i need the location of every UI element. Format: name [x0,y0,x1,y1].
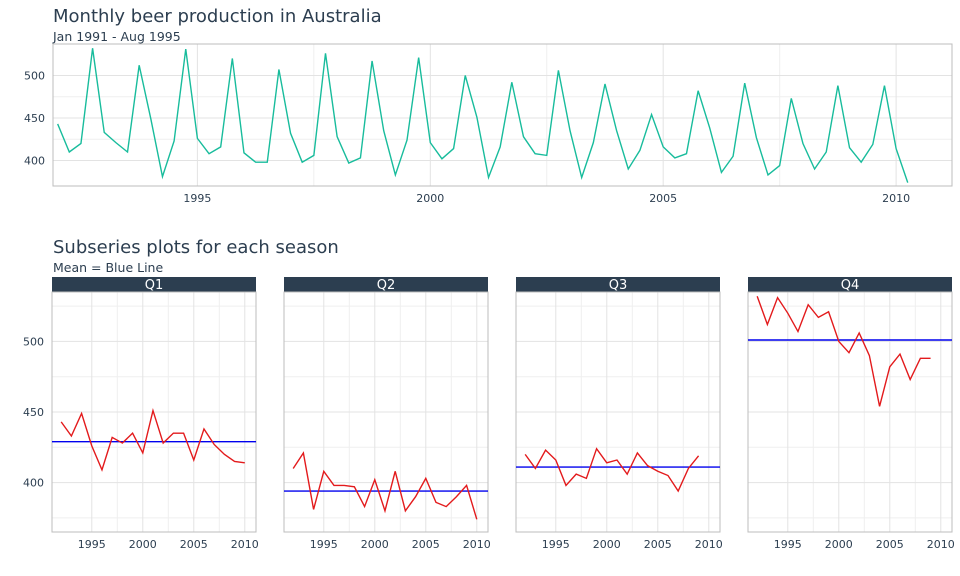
x-tick-label: 2010 [927,538,955,551]
facet-strip-label: Q1 [145,278,164,293]
x-tick-label: 2005 [876,538,904,551]
subseries-line [60,407,245,472]
x-tick-label: 2010 [882,192,910,205]
subseries-line [756,295,931,407]
panel-border [515,291,721,533]
y-tick-label: 400 [23,477,44,490]
facet-strip [748,277,952,292]
facet-strip [516,277,720,292]
x-tick-label: 1995 [78,538,106,551]
y-tick-label: 500 [24,69,45,82]
y-tick-label: 450 [23,406,44,419]
x-tick-label: 2000 [825,538,853,551]
x-tick-label: 2005 [644,538,672,551]
facet-panel-q4: Q4 1995 2000 2005 2010 [747,277,955,551]
subseries-chart-subtitle: Mean = Blue Line [53,260,164,275]
subseries-chart-title: Subseries plots for each season [53,237,339,258]
y-tick-label: 450 [24,112,45,125]
facet-strip-label: Q2 [377,278,396,293]
x-tick-label: 2000 [416,192,444,205]
y-tick-label: 400 [24,154,45,167]
main-chart-title: Monthly beer production in Australia [53,6,382,27]
main-chart: 1995 2000 2005 2010 400 450 500 [24,43,953,205]
panel-border [51,291,257,533]
facet-panel-q3: Q3 1995 2000 2005 2010 [515,277,723,551]
x-tick-label: 2005 [412,538,440,551]
facet-panel-q2: Q2 1995 2000 2005 2010 [283,277,491,551]
subseries-line [524,447,700,493]
x-tick-label: 2010 [231,538,259,551]
panel-border [747,291,953,533]
x-tick-label: 2010 [695,538,723,551]
x-tick-label: 1995 [774,538,802,551]
x-tick-label: 1995 [310,538,338,551]
x-tick-label: 2005 [180,538,208,551]
y-tick-label: 500 [23,335,44,348]
facet-strip [52,277,256,292]
x-tick-label: 2000 [129,538,157,551]
facet-strip [284,277,488,292]
main-chart-subtitle: Jan 1991 - Aug 1995 [53,29,181,44]
subseries-chart: 400 450 500 Q1 1995 2000 2005 2010 Q2 1995 2000 200… [23,277,955,551]
x-tick-label: 2000 [361,538,389,551]
facet-panel-q1: Q1 1995 2000 2005 2010 [51,277,259,551]
x-tick-label: 2010 [463,538,491,551]
x-tick-label: 2005 [649,192,677,205]
x-tick-label: 2000 [593,538,621,551]
x-tick-label: 1995 [183,192,211,205]
subseries-line [292,451,478,520]
series-line [57,48,909,183]
facet-strip-label: Q4 [841,278,860,293]
x-tick-label: 1995 [542,538,570,551]
plot-border [52,43,953,187]
panel-border [283,291,489,533]
facet-strip-label: Q3 [609,278,628,293]
